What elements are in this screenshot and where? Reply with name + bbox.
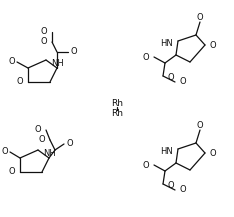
Text: O: O bbox=[168, 72, 175, 82]
Text: O: O bbox=[40, 28, 47, 36]
Text: O: O bbox=[197, 13, 203, 21]
Text: O: O bbox=[142, 53, 149, 61]
Text: O: O bbox=[168, 181, 175, 189]
Text: NH: NH bbox=[51, 59, 64, 67]
Text: O: O bbox=[67, 140, 73, 148]
Text: O: O bbox=[38, 135, 45, 143]
Text: O: O bbox=[142, 161, 149, 169]
Text: O: O bbox=[180, 186, 187, 194]
Text: HN: HN bbox=[160, 148, 173, 156]
Text: NH: NH bbox=[43, 148, 56, 158]
Text: O: O bbox=[197, 120, 203, 130]
Text: O: O bbox=[16, 77, 23, 87]
Text: O: O bbox=[34, 125, 41, 135]
Text: O: O bbox=[180, 77, 187, 87]
Text: O: O bbox=[2, 148, 8, 156]
Text: O: O bbox=[210, 41, 217, 49]
Text: O: O bbox=[210, 148, 217, 158]
Text: Rh: Rh bbox=[111, 108, 123, 117]
Text: O: O bbox=[71, 48, 77, 56]
Text: O: O bbox=[9, 58, 15, 66]
Text: O: O bbox=[40, 36, 47, 46]
Text: HN: HN bbox=[160, 39, 173, 49]
Text: O: O bbox=[8, 168, 15, 176]
Text: Rh: Rh bbox=[111, 99, 123, 107]
